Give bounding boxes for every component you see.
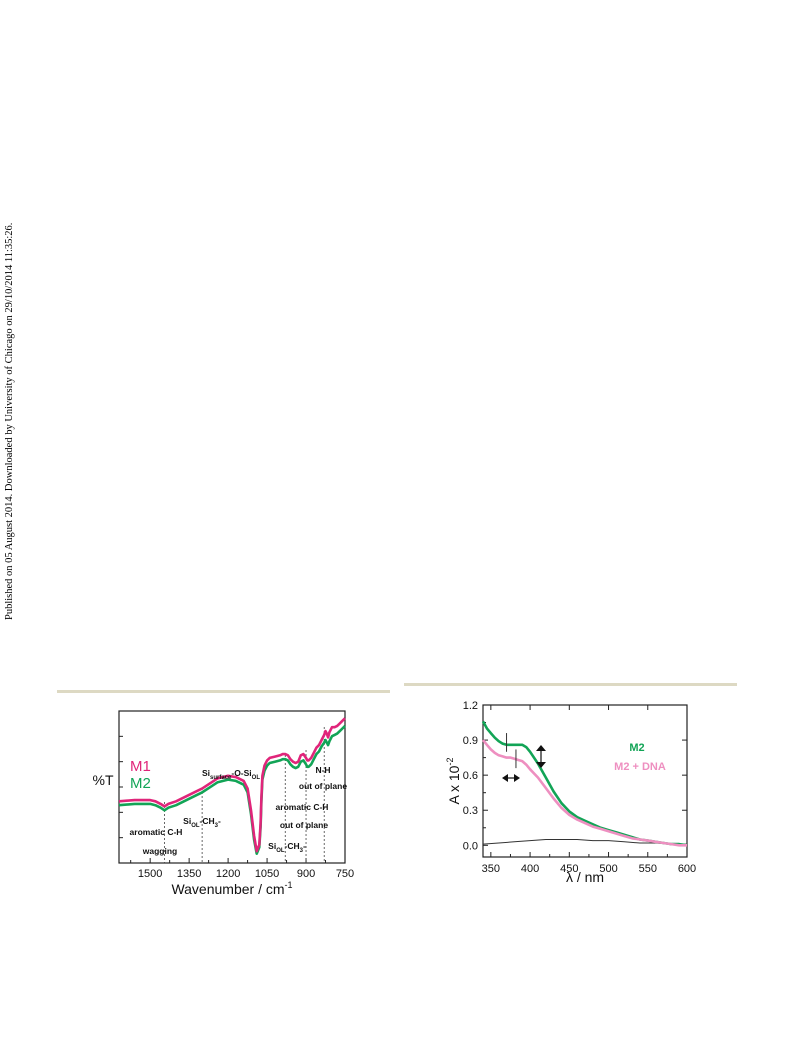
ir-legend-m2: M2 [130,775,151,792]
uv-x-tick-label: 500 [599,863,617,875]
uv-horizontal-arrow-head [502,774,508,782]
divider-right [404,683,737,686]
ir-annotation-aromatic-wagging: wagging [142,846,177,856]
ir-series-m2 [118,724,346,855]
ir-annotation-si-ch3-right: SiOL-CH3- [268,841,306,854]
uv-series-baseline [482,839,687,845]
uv-y-axis-label: A x 10-2 [445,758,462,805]
ir-annotation-nh-out-of-plane: N-H [315,765,330,775]
uv-x-tick-label: 350 [482,863,500,875]
ir-x-tick-label: 900 [297,868,315,880]
uv-series-m2 [481,720,688,847]
uv-y-tick-label: 1.2 [463,700,478,712]
ir-series-m1 [118,717,346,853]
ir-annotation-aromatic-out-of-plane: out of plane [280,820,328,830]
ir-x-tick-label: 1200 [216,868,240,880]
ir-y-axis-label: %T [93,772,114,788]
ir-annotation-nh-out-of-plane: out of plane [299,781,347,791]
ir-annotation-si-ch3-left: SiOL-CH3- [183,816,221,829]
divider-left [57,690,390,693]
uv-x-tick-label: 400 [521,863,539,875]
ir-annotation-aromatic-wagging: aromatic C-H [130,827,183,837]
ir-x-tick-label: 1050 [255,868,279,880]
uv-legend-m2: M2 [629,742,644,754]
uv-series-m2-dna [481,739,687,847]
uv-plot-frame [482,704,688,858]
uv-vertical-arrow-head [536,762,546,768]
uv-x-tick-label: 550 [639,863,657,875]
ir-x-tick-label: 1350 [177,868,201,880]
ir-x-axis-label: Wavenumber / cm-1 [171,880,292,897]
uv-y-tick-label: 0.3 [463,805,478,817]
uv-vertical-arrow-head [536,745,546,751]
ir-x-tick-label: 1500 [138,868,162,880]
uv-y-tick-label: 0.9 [463,735,478,747]
uv-x-axis-label: λ / nm [566,869,604,885]
uv-x-tick-label: 600 [678,863,696,875]
uv-y-tick-label: 0.6 [463,770,478,782]
ir-legend-m1: M1 [130,758,151,775]
uv-horizontal-arrow-head [514,774,520,782]
ir-annotation-aromatic-out-of-plane: aromatic C-H [276,802,329,812]
uv-y-tick-label: 0.0 [463,840,478,852]
ir-x-tick-label: 750 [336,868,354,880]
ir-annotation-si-o-si: Sisurface-O-SiOL [202,768,260,781]
uv-legend-m2-dna: M2 + DNA [614,761,666,773]
uv-x-tick-label: 450 [560,863,578,875]
